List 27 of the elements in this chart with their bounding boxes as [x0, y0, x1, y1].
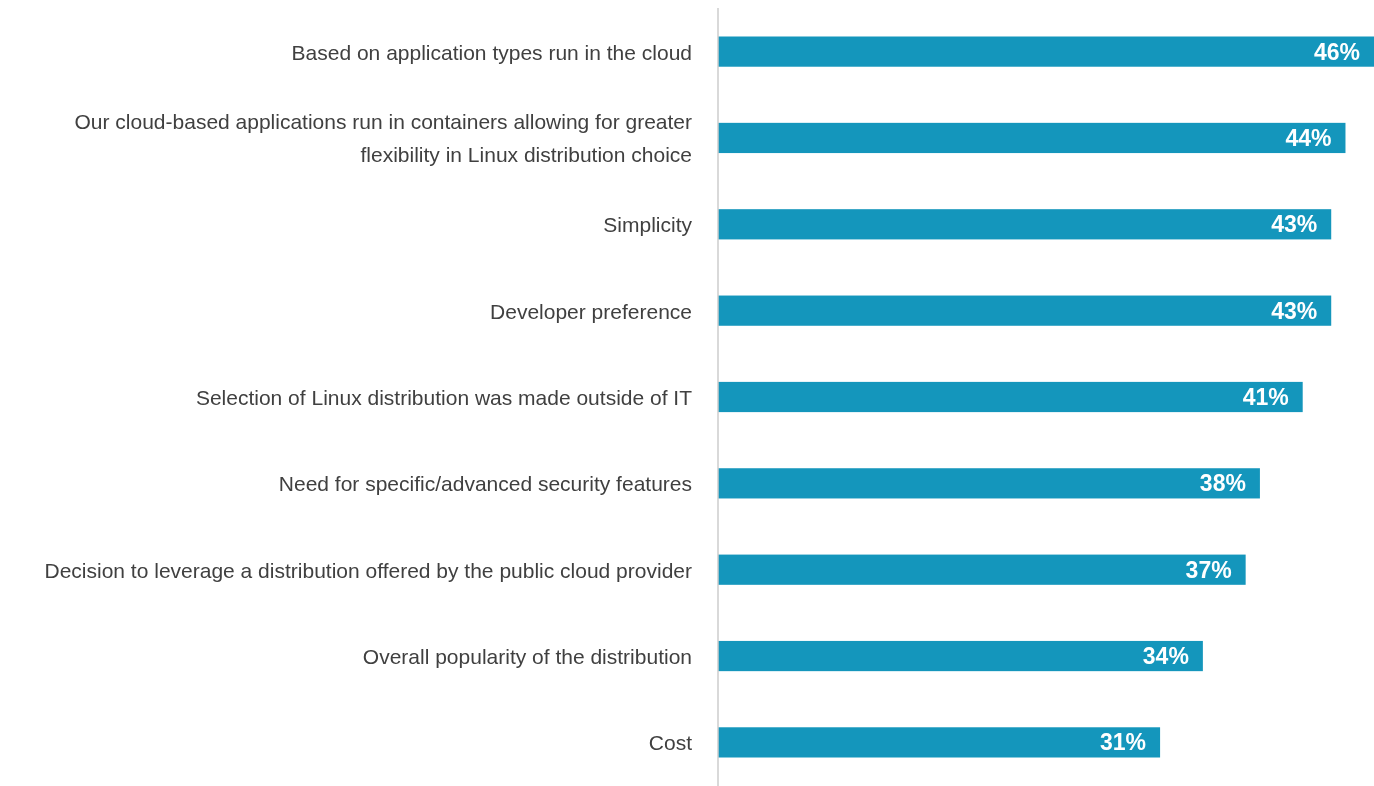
bar [718, 381, 1303, 413]
bar [718, 209, 1332, 240]
y-tick-label: Need for specific/advanced security features [278, 471, 692, 495]
data-label: 34% [1142, 643, 1189, 670]
bar [718, 727, 1161, 758]
bar [718, 295, 1332, 326]
bar [718, 36, 1374, 67]
bar [718, 640, 1203, 672]
bar [718, 554, 1246, 585]
y-tick-label: Our cloud-based applications run in containers allowing for greater flexibility in Linux distribution choice [74, 109, 692, 166]
y-tick-label: Simplicity [603, 212, 693, 236]
data-label: 44% [1285, 124, 1332, 151]
data-label: 46% [1313, 38, 1360, 65]
y-tick-label: Based on application types run in the cloud [291, 40, 692, 64]
data-label: 41% [1242, 384, 1289, 410]
data-label: 43% [1271, 211, 1318, 238]
bar [718, 468, 1260, 499]
y-tick-label: Selection of Linux distribution was made outside of IT [195, 385, 693, 409]
data-label: 38% [1199, 470, 1246, 497]
y-tick-label: Decision to leverage a distribution offered by the public cloud provider [44, 558, 692, 582]
y-tick-label: Overall popularity of the distribution [362, 644, 692, 668]
y-tick-label: Cost [648, 730, 693, 754]
data-label: 37% [1185, 556, 1232, 583]
data-label: 31% [1100, 729, 1147, 756]
y-tick-label: Developer preference [490, 299, 692, 323]
data-label: 43% [1271, 297, 1318, 324]
bar [718, 122, 1346, 154]
